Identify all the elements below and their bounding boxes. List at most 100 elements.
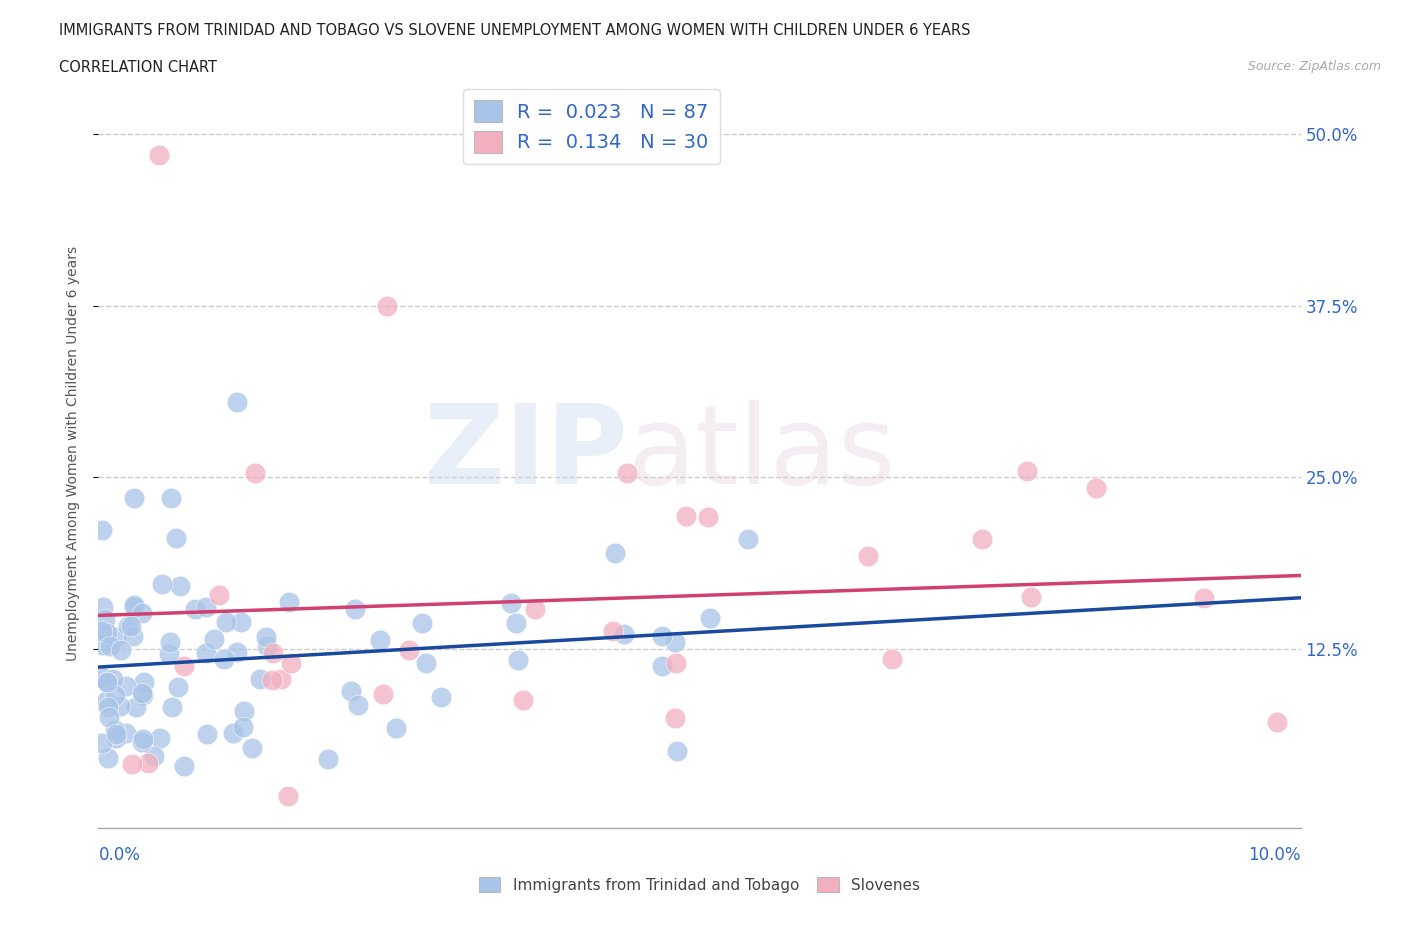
- Point: [91, 624, 114, 639]
- Point: [121, 756, 143, 771]
- Point: [91, 735, 114, 750]
- Point: [149, 731, 172, 746]
- Point: [666, 743, 689, 758]
- Point: [262, 645, 284, 660]
- Point: [94, 694, 117, 709]
- Point: [101, 671, 124, 686]
- Point: [524, 602, 547, 617]
- Point: [256, 639, 278, 654]
- Point: [602, 624, 624, 639]
- Point: [125, 699, 148, 714]
- Point: [91, 523, 114, 538]
- Text: Source: ZipAtlas.com: Source: ZipAtlas.com: [1247, 60, 1381, 73]
- Point: [104, 630, 127, 644]
- Point: [411, 616, 433, 631]
- Point: [231, 615, 253, 630]
- Point: [104, 731, 127, 746]
- Point: [122, 599, 145, 614]
- Point: [664, 711, 686, 725]
- Point: [169, 578, 191, 593]
- Point: [613, 627, 636, 642]
- Point: [1085, 481, 1108, 496]
- Point: [157, 646, 180, 661]
- Point: [93, 611, 115, 626]
- Point: [194, 645, 217, 660]
- Point: [136, 756, 159, 771]
- Point: [131, 732, 153, 747]
- Text: 0.0%: 0.0%: [98, 846, 141, 864]
- Point: [651, 629, 673, 644]
- Point: [98, 639, 121, 654]
- Point: [501, 596, 523, 611]
- Point: [368, 633, 391, 648]
- Point: [233, 704, 256, 719]
- Point: [96, 674, 118, 689]
- Point: [225, 394, 247, 409]
- Point: [212, 651, 235, 666]
- Point: [208, 587, 231, 602]
- Point: [270, 671, 292, 686]
- Point: [110, 698, 132, 713]
- Point: [880, 651, 903, 666]
- Point: [173, 658, 195, 673]
- Point: [96, 674, 118, 689]
- Point: [93, 600, 115, 615]
- Point: [91, 670, 114, 684]
- Point: [856, 549, 879, 564]
- Text: IMMIGRANTS FROM TRINIDAD AND TOBAGO VS SLOVENE UNEMPLOYMENT AMONG WOMEN WITH CHI: IMMIGRANTS FROM TRINIDAD AND TOBAGO VS S…: [59, 23, 970, 38]
- Point: [1194, 591, 1216, 605]
- Point: [343, 602, 366, 617]
- Point: [162, 700, 184, 715]
- Point: [371, 686, 394, 701]
- Point: [150, 577, 173, 591]
- Point: [664, 635, 686, 650]
- Point: [222, 725, 245, 740]
- Point: [346, 698, 368, 712]
- Point: [105, 726, 128, 741]
- Point: [254, 630, 277, 644]
- Point: [96, 626, 118, 641]
- Point: [398, 643, 420, 658]
- Point: [104, 687, 127, 702]
- Point: [110, 643, 132, 658]
- Point: [148, 147, 170, 162]
- Text: ZIP: ZIP: [425, 400, 627, 507]
- Point: [173, 758, 195, 773]
- Point: [132, 688, 155, 703]
- Point: [114, 679, 136, 694]
- Point: [159, 491, 181, 506]
- Point: [117, 618, 139, 633]
- Point: [1015, 463, 1038, 478]
- Point: [665, 656, 688, 671]
- Point: [195, 726, 218, 741]
- Text: 10.0%: 10.0%: [1249, 846, 1301, 864]
- Point: [385, 721, 408, 736]
- Point: [184, 602, 207, 617]
- Point: [260, 672, 283, 687]
- Point: [232, 720, 254, 735]
- Text: CORRELATION CHART: CORRELATION CHART: [59, 60, 217, 75]
- Point: [132, 674, 155, 689]
- Point: [131, 605, 153, 620]
- Point: [505, 616, 527, 631]
- Point: [318, 751, 340, 766]
- Point: [115, 725, 138, 740]
- Point: [280, 656, 302, 671]
- Point: [508, 653, 530, 668]
- Point: [240, 740, 263, 755]
- Point: [159, 635, 181, 650]
- Point: [120, 618, 142, 633]
- Point: [970, 531, 993, 546]
- Point: [249, 671, 271, 686]
- Point: [142, 749, 165, 764]
- Point: [131, 734, 153, 749]
- Point: [278, 595, 301, 610]
- Point: [165, 531, 187, 546]
- Point: [415, 656, 437, 671]
- Point: [243, 466, 266, 481]
- Point: [122, 598, 145, 613]
- Point: [697, 510, 720, 525]
- Point: [1265, 714, 1288, 729]
- Point: [605, 546, 627, 561]
- Point: [202, 631, 225, 646]
